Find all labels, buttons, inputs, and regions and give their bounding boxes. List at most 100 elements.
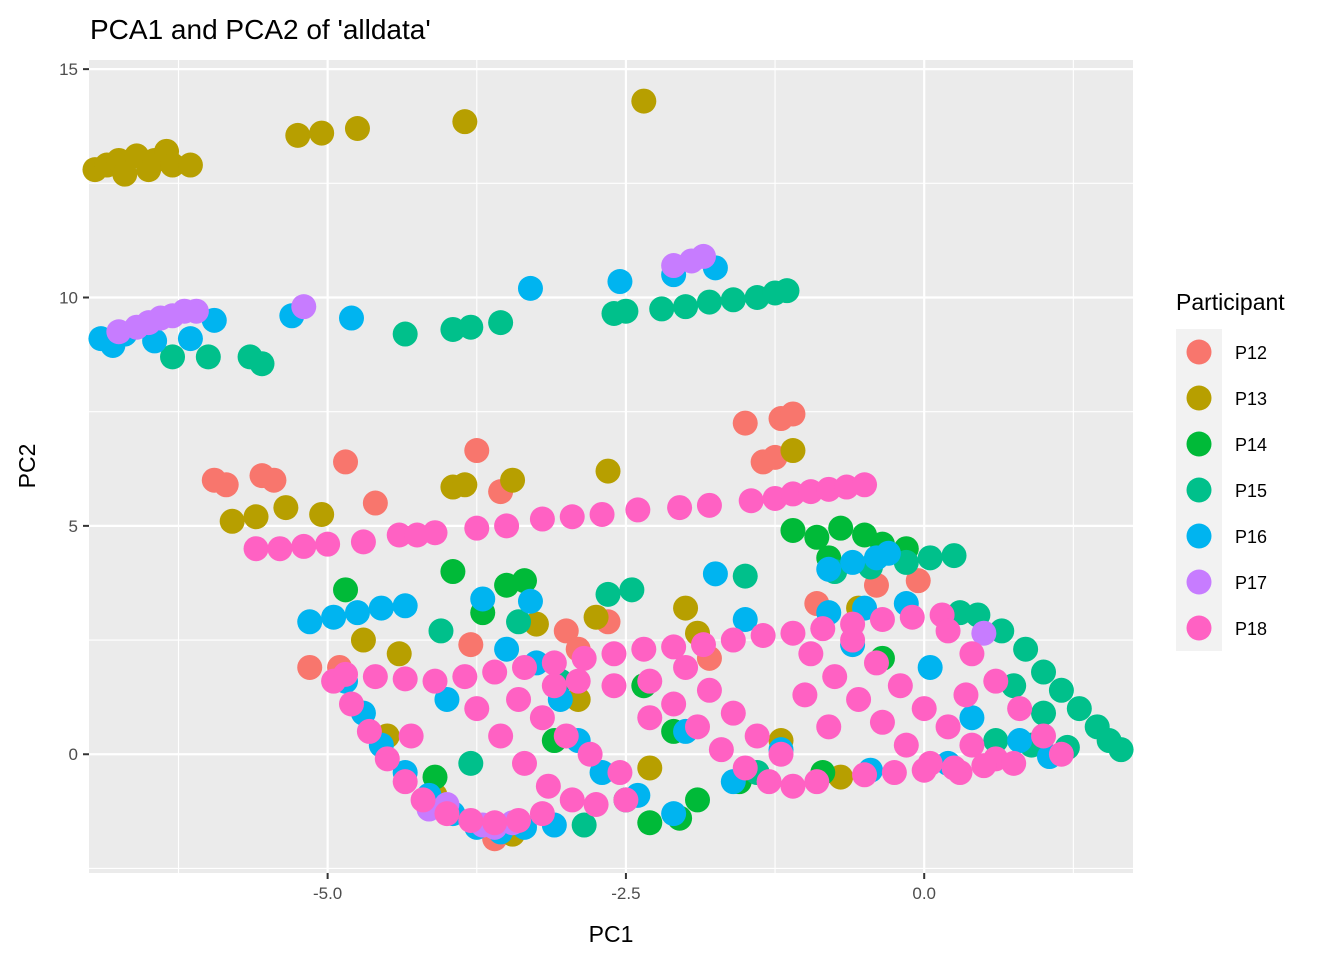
data-point <box>601 641 627 667</box>
y-tick-label: 10 <box>59 289 78 308</box>
data-point <box>619 577 645 603</box>
data-point <box>959 732 985 758</box>
data-point <box>661 634 687 660</box>
data-point <box>852 472 878 498</box>
data-point <box>422 668 448 694</box>
data-point <box>571 812 597 838</box>
data-point <box>511 568 537 594</box>
data-point <box>696 492 722 518</box>
data-point <box>589 501 615 527</box>
data-point <box>500 467 526 493</box>
data-point <box>112 161 138 187</box>
data-point <box>243 504 269 530</box>
data-point <box>333 449 359 475</box>
data-point <box>661 691 687 717</box>
data-point <box>959 641 985 667</box>
data-point <box>553 618 579 644</box>
legend-key-dot <box>1186 385 1212 411</box>
data-point <box>893 732 919 758</box>
data-point <box>243 536 269 562</box>
data-point <box>506 686 532 712</box>
data-point <box>780 401 806 427</box>
data-point <box>959 705 985 731</box>
data-point <box>840 627 866 653</box>
data-point <box>517 588 543 614</box>
data-point <box>822 664 848 690</box>
legend-label: P16 <box>1235 527 1267 547</box>
data-point <box>869 709 895 735</box>
data-point <box>601 673 627 699</box>
data-point <box>625 497 651 523</box>
data-point <box>1007 696 1033 722</box>
data-point <box>971 753 997 779</box>
data-point <box>219 508 245 534</box>
x-tick-label: -2.5 <box>611 884 640 903</box>
data-point <box>571 645 597 671</box>
y-tick-label: 0 <box>69 745 78 764</box>
x-tick-label: -5.0 <box>313 884 342 903</box>
legend-label: P14 <box>1235 435 1267 455</box>
legend-label: P13 <box>1235 389 1267 409</box>
data-point <box>529 801 555 827</box>
data-point <box>553 723 579 749</box>
data-point <box>440 559 466 585</box>
data-point <box>422 520 448 546</box>
data-point <box>690 632 716 658</box>
data-point <box>875 540 901 566</box>
data-point <box>685 787 711 813</box>
data-point <box>792 682 818 708</box>
data-point <box>953 682 979 708</box>
y-axis: 0 5 10 15 <box>59 60 89 764</box>
data-point <box>452 109 478 135</box>
data-point <box>458 807 484 833</box>
data-point <box>637 668 663 694</box>
data-point <box>804 524 830 550</box>
data-point <box>935 618 961 644</box>
data-point <box>595 458 621 484</box>
data-point <box>321 604 347 630</box>
data-point <box>720 700 746 726</box>
data-point <box>649 296 675 322</box>
legend-label: P17 <box>1235 573 1267 593</box>
data-point <box>583 791 609 817</box>
data-point <box>744 723 770 749</box>
legend-label: P15 <box>1235 481 1267 501</box>
data-point <box>661 801 687 827</box>
data-point <box>291 294 317 320</box>
data-point <box>464 696 490 722</box>
data-point <box>1066 696 1092 722</box>
data-point <box>338 305 364 331</box>
x-tick-label: 0.0 <box>912 884 936 903</box>
data-point <box>559 504 585 530</box>
data-point <box>780 620 806 646</box>
data-point <box>511 654 537 680</box>
data-point <box>494 636 520 662</box>
data-point <box>273 495 299 521</box>
data-point <box>869 607 895 633</box>
legend-key-dot <box>1186 477 1212 503</box>
series-P18 <box>243 472 1074 836</box>
data-point <box>309 120 335 146</box>
data-point <box>905 568 931 594</box>
data-point <box>637 755 663 781</box>
data-point <box>350 529 376 555</box>
data-point <box>565 686 591 712</box>
data-point <box>559 787 585 813</box>
data-point <box>458 632 484 658</box>
data-points <box>82 88 1134 852</box>
data-point <box>160 152 186 178</box>
data-point <box>506 609 532 635</box>
data-point <box>816 714 842 740</box>
series-P15 <box>160 278 1134 838</box>
data-point <box>297 609 323 635</box>
data-point <box>517 275 543 301</box>
data-point <box>881 760 907 786</box>
data-point <box>935 714 961 740</box>
data-point <box>720 287 746 313</box>
data-point <box>798 641 824 667</box>
data-point <box>780 517 806 543</box>
data-point <box>756 769 782 795</box>
data-point <box>846 686 872 712</box>
data-point <box>392 666 418 692</box>
data-point <box>637 705 663 731</box>
